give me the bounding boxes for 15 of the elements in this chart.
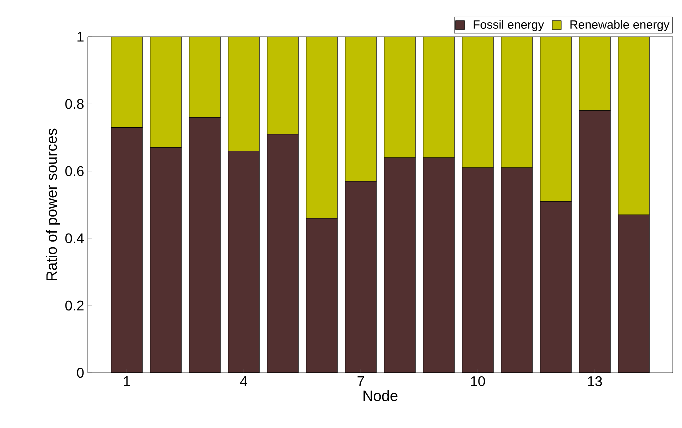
x-tick-label: 13 (588, 376, 602, 386)
x-tick-label: 10 (471, 376, 486, 386)
y-tick-label: 0.6 (66, 166, 84, 176)
x-axis-title: Node (364, 390, 398, 402)
y-tick-label: 0.4 (66, 234, 84, 244)
x-tick-label: 7 (358, 376, 364, 386)
y-tick-label: 1 (78, 32, 84, 42)
legend-label: Renewable energy (570, 20, 670, 32)
legend-label: Fossil energy (474, 20, 544, 32)
y-tick-label: 0.2 (66, 300, 84, 311)
x-tick-label: 1 (124, 376, 130, 386)
x-tick-label: 4 (240, 376, 248, 386)
y-tick-label: 0 (77, 368, 84, 378)
y-tick-label: 0.8 (66, 99, 84, 110)
y-axis-title: Ratio of power sources (46, 128, 60, 280)
